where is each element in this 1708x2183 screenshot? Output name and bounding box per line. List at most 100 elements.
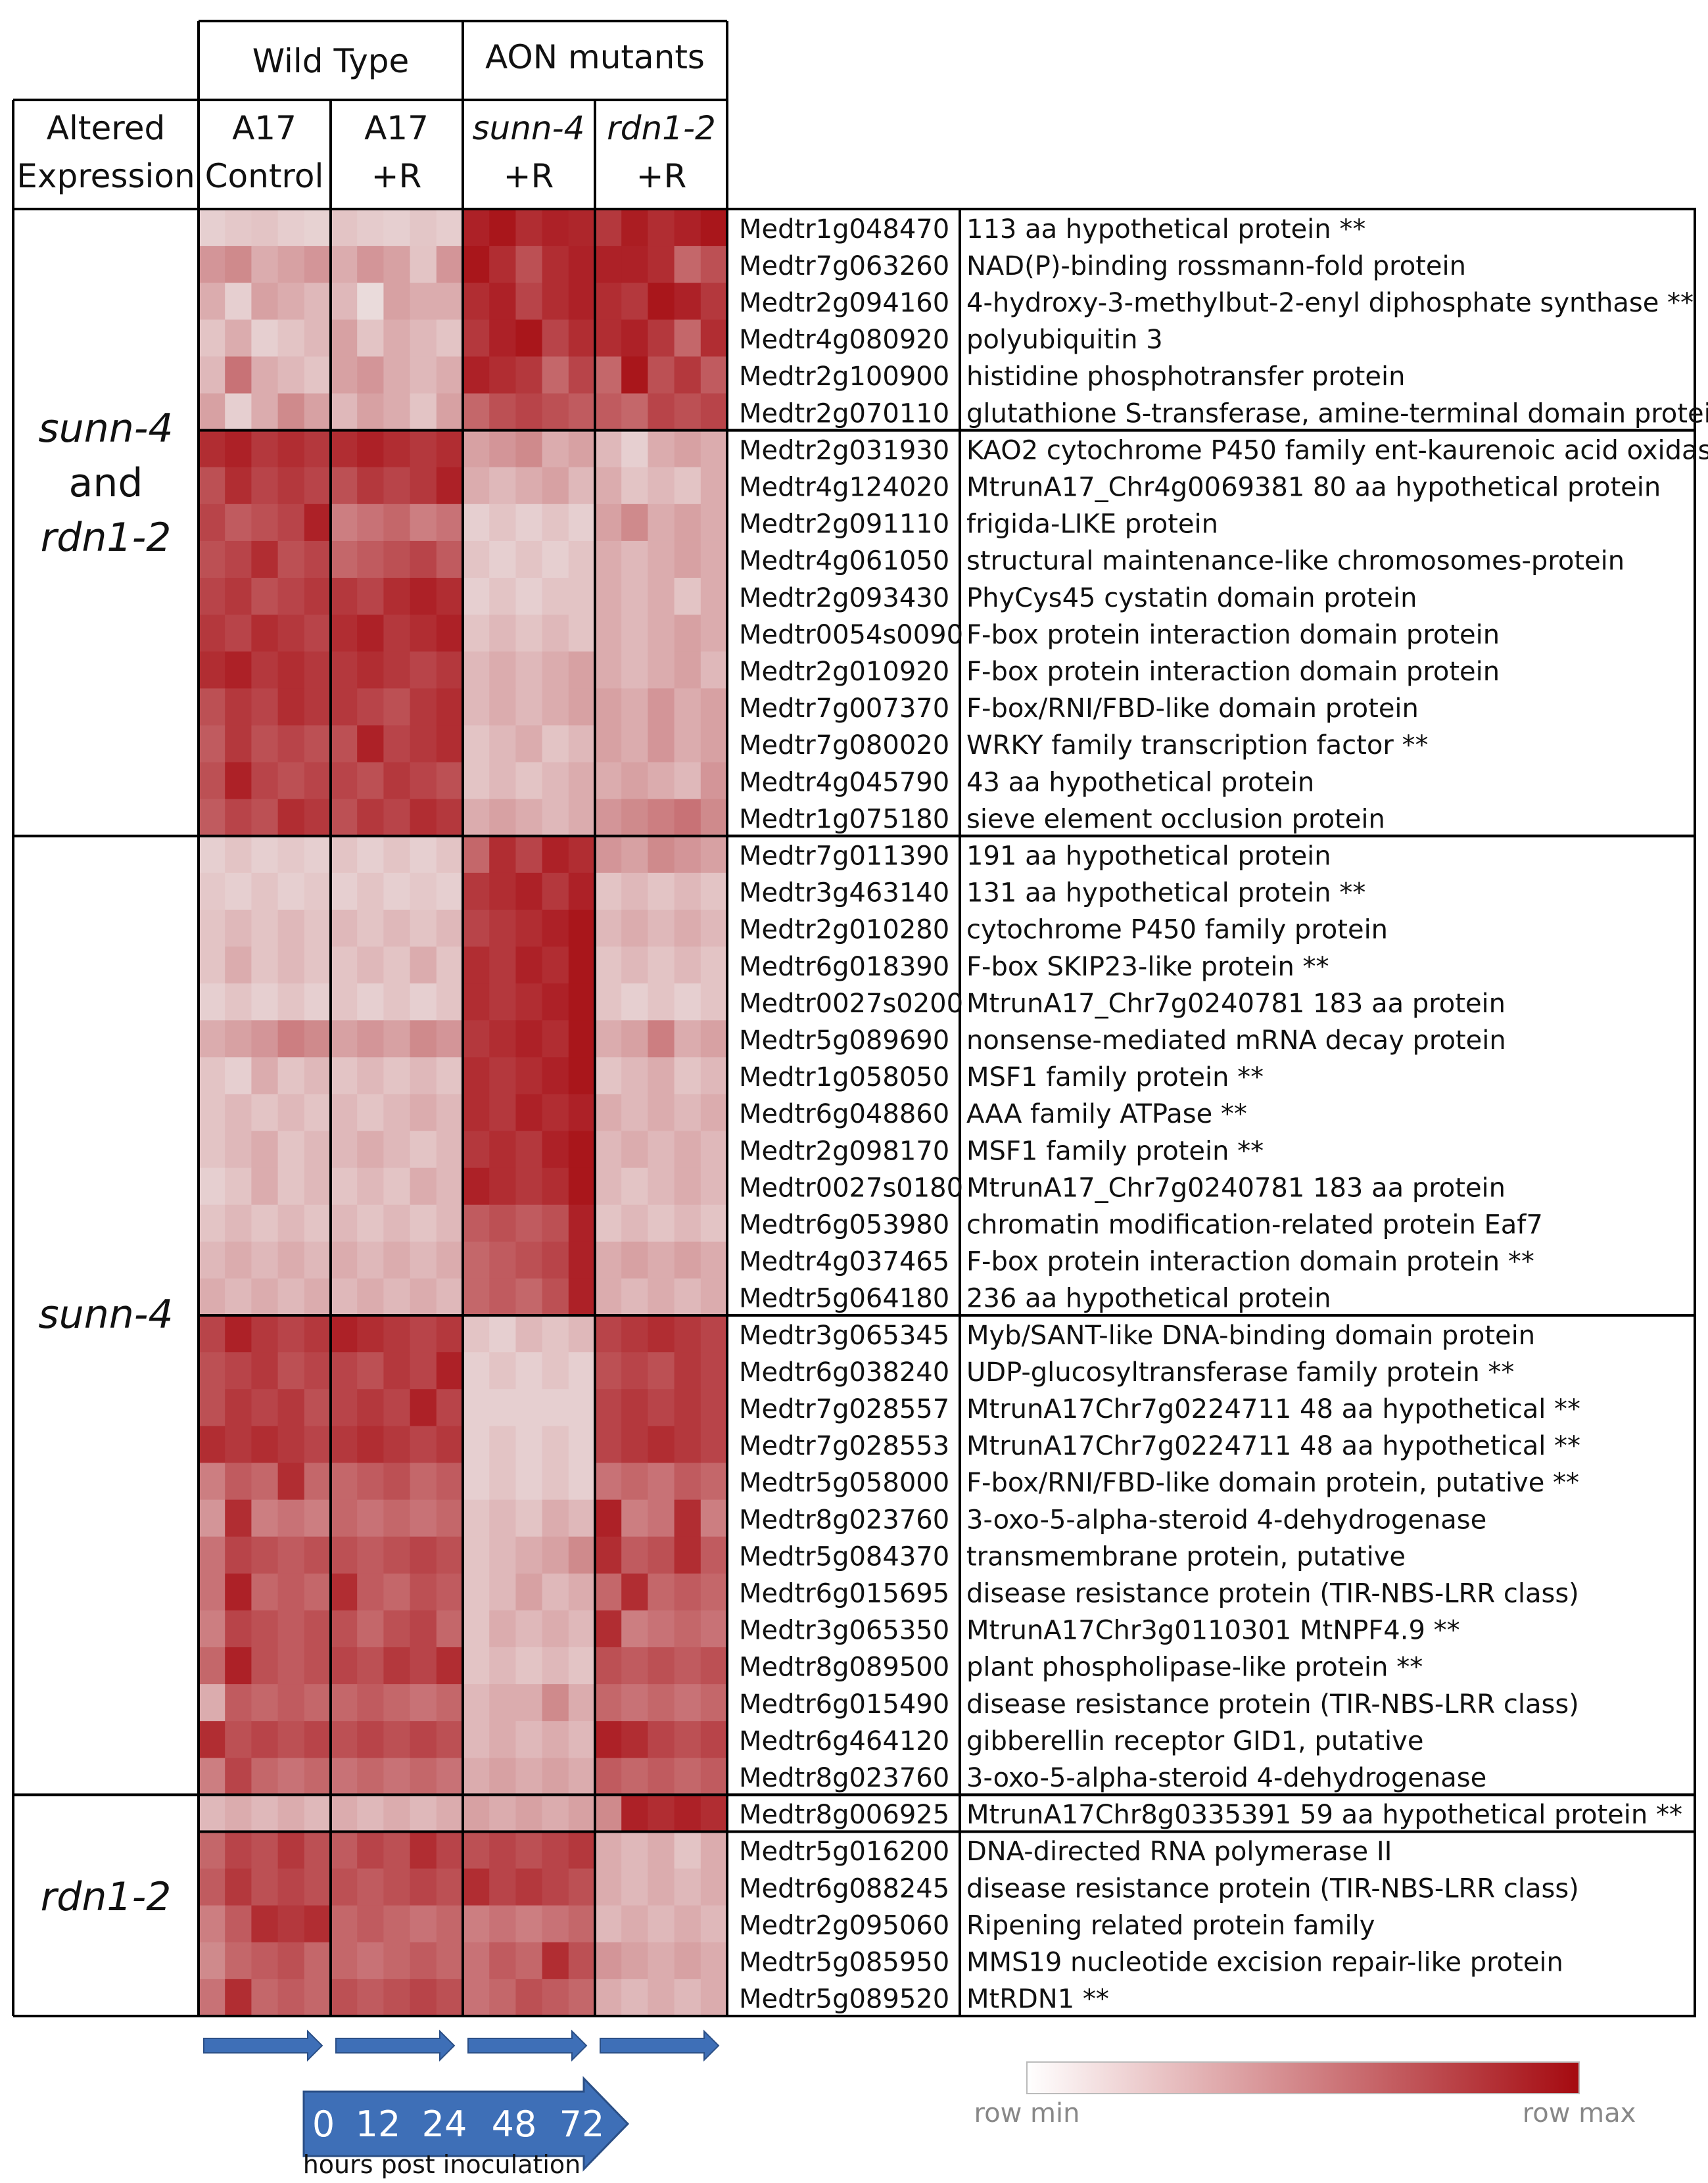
heatmap-cell <box>277 835 305 874</box>
gene-id-label: Medtr2g095060 <box>739 1911 949 1941</box>
altered-expression-line1: Altered <box>47 109 165 147</box>
heatmap-cell <box>489 835 516 874</box>
heatmap-cell <box>595 1426 622 1464</box>
heatmap-cell <box>568 246 596 283</box>
heatmap-cell <box>199 651 225 689</box>
heatmap-cell <box>357 319 384 358</box>
heatmap-cell <box>277 651 305 689</box>
heatmap-cell <box>621 947 648 984</box>
heatmap-cell <box>648 835 675 874</box>
heatmap-cell <box>304 1241 331 1279</box>
heatmap-cell <box>621 835 648 874</box>
heatmap-cell <box>515 356 543 394</box>
heatmap-cell <box>383 1831 411 1869</box>
heatmap-cell <box>410 1610 437 1648</box>
heatmap-cell <box>515 1204 543 1242</box>
heatmap-cell <box>674 651 701 689</box>
heatmap-cell <box>489 1315 516 1353</box>
heatmap-cell <box>436 467 463 505</box>
gene-id-label: Medtr7g011390 <box>739 841 949 872</box>
heatmap-cell <box>489 1463 516 1501</box>
heatmap-cell <box>304 1573 331 1611</box>
heatmap-cell <box>568 835 596 874</box>
heatmap-cell <box>621 1352 648 1390</box>
heatmap-cell <box>331 1278 358 1316</box>
heatmap-cell <box>489 246 516 283</box>
heatmap-cell <box>463 1499 490 1537</box>
gene-description-label: WRKY family transcription factor ** <box>966 730 1428 761</box>
heatmap-cell <box>225 319 252 358</box>
heatmap-cell <box>648 1536 675 1574</box>
heatmap-cell <box>568 1352 596 1390</box>
heatmap-cell <box>568 1131 596 1169</box>
heatmap-cell <box>410 835 437 874</box>
gene-id-label: Medtr7g007370 <box>739 693 949 724</box>
heatmap-cell <box>277 1721 305 1758</box>
timepoint-labels: 0 12 24 48 72 <box>312 2103 605 2145</box>
heatmap-cell <box>277 1131 305 1169</box>
heatmap-cell <box>568 872 596 910</box>
heatmap-cell <box>251 1352 279 1390</box>
heatmap-cell <box>621 1795 648 1833</box>
heatmap-cell <box>357 504 384 542</box>
heatmap-cell <box>489 1905 516 1943</box>
gene-description-label: disease resistance protein (TIR-NBS-LRR … <box>966 1873 1579 1904</box>
heatmap-cell <box>568 1167 596 1206</box>
heatmap-cell <box>436 1389 463 1426</box>
gene-description-label: F-box SKIP23-like protein ** <box>966 952 1329 982</box>
heatmap-cell <box>621 1647 648 1685</box>
heatmap-cell <box>568 762 596 800</box>
heatmap-cell <box>277 725 305 763</box>
heatmap-cell <box>542 393 569 431</box>
heatmap-cell <box>595 1684 622 1722</box>
heatmap-cell <box>383 872 411 910</box>
heatmap-cell <box>595 688 622 726</box>
heatmap-cell <box>648 1278 675 1316</box>
heatmap-cell <box>436 1573 463 1611</box>
heatmap-cell <box>410 1389 437 1426</box>
heatmap-cell <box>621 1610 648 1648</box>
heatmap-cell <box>436 1684 463 1722</box>
heatmap-cell <box>515 947 543 984</box>
heatmap-cell <box>674 430 701 468</box>
heatmap-cell <box>251 909 279 947</box>
heatmap-cell <box>251 1758 279 1795</box>
heatmap-cell <box>304 246 331 283</box>
heatmap-cell <box>357 1721 384 1758</box>
gene-description-label: F-box protein interaction domain protein… <box>966 1247 1534 1277</box>
heatmap-cell <box>225 1241 252 1279</box>
heatmap-cell <box>595 1463 622 1501</box>
heatmap-cell <box>199 1315 225 1353</box>
heatmap-cell <box>383 356 411 394</box>
heatmap-cell <box>542 1831 569 1869</box>
heatmap-cell <box>568 1241 596 1279</box>
heatmap-cell <box>542 1463 569 1501</box>
heatmap-cell <box>621 651 648 689</box>
heatmap-cell <box>304 1057 331 1095</box>
heatmap-cell <box>463 319 490 358</box>
heatmap-cell <box>304 1758 331 1795</box>
heatmap-cell <box>621 615 648 652</box>
heatmap-cell <box>700 467 728 505</box>
heatmap-cell <box>489 209 516 246</box>
heatmap-cell <box>225 467 252 505</box>
heatmap-cell <box>674 762 701 800</box>
heatmap-cell <box>568 1499 596 1537</box>
timecourse-arrow <box>467 2029 588 2062</box>
heatmap-cell <box>251 1167 279 1206</box>
heatmap-cell <box>383 1278 411 1316</box>
heatmap-cell <box>357 1094 384 1132</box>
gene-description-label: KAO2 cytochrome P450 family ent-kaurenoi… <box>966 435 1708 465</box>
gene-id-label: Medtr2g031930 <box>739 435 949 465</box>
heatmap-cell <box>436 209 463 246</box>
gene-id-label: Medtr4g080920 <box>739 325 949 355</box>
heatmap-cell <box>277 246 305 283</box>
heatmap-cell <box>383 1942 411 1980</box>
group-label-both-line2: and <box>69 460 143 506</box>
heatmap-cell <box>225 651 252 689</box>
heatmap-cell <box>225 209 252 246</box>
heatmap-cell <box>595 615 622 652</box>
heatmap-cell <box>463 393 490 431</box>
heatmap-cell <box>674 983 701 1021</box>
heatmap-cell <box>225 1167 252 1206</box>
